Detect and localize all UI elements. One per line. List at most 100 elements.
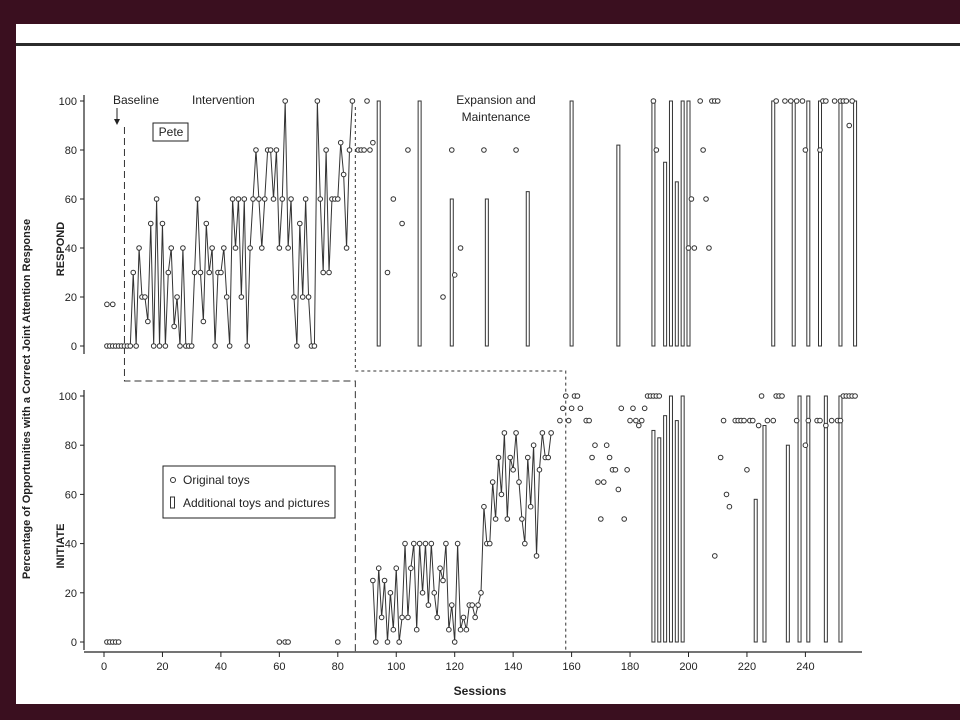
bar-respond: [686, 100, 691, 347]
data-point-initiate: [606, 454, 613, 461]
data-point-initiate: [723, 491, 730, 498]
bar-respond: [668, 100, 673, 347]
data-point-initiate: [495, 454, 502, 461]
data-point-respond: [177, 343, 183, 349]
data-point-initiate: [513, 430, 519, 436]
data-point-initiate: [524, 454, 531, 461]
multiple-baseline-chart: 0 20 40 60 80 100 0 20 40 60 80 100 0 20 40 60 80 100 120 1…: [21, 93, 862, 698]
data-point-respond: [203, 220, 210, 227]
y-axis-title: Percentage of Opportunities with a Corre…: [21, 219, 33, 579]
data-point-respond: [197, 269, 204, 276]
bar-respond: [525, 191, 530, 347]
data-point-respond: [221, 245, 227, 251]
data-point-respond: [653, 147, 660, 153]
data-point-respond: [513, 147, 519, 153]
x-tick-label-160: 160: [562, 661, 580, 673]
slide: 0 20 40 60 80 100 0 20 40 60 80 100 0 20 40 60 80 100 120 1…: [16, 24, 960, 704]
data-point-initiate: [837, 417, 844, 424]
data-point-initiate: [372, 639, 379, 645]
data-point-respond: [232, 245, 239, 251]
data-point-respond: [174, 294, 180, 300]
data-point-initiate: [741, 417, 747, 424]
data-point-respond: [294, 343, 300, 349]
data-point-initiate: [457, 626, 464, 633]
bar-initiate: [680, 395, 685, 643]
data-point-respond: [259, 245, 265, 251]
data-point-initiate: [764, 417, 771, 424]
data-point-respond: [782, 98, 788, 104]
data-point-initiate: [749, 417, 756, 424]
data-point-respond: [168, 245, 175, 251]
data-point-respond: [145, 318, 151, 325]
data-point-initiate: [460, 614, 467, 621]
data-point-respond: [799, 98, 806, 104]
data-point-respond: [191, 269, 198, 276]
data-point-initiate: [399, 614, 405, 621]
data-point-respond: [349, 98, 356, 104]
data-point-respond: [253, 147, 259, 153]
data-point-initiate: [828, 417, 835, 424]
legend-box: [162, 465, 336, 519]
data-point-initiate: [408, 565, 414, 572]
data-point-initiate: [419, 590, 426, 596]
data-point-initiate: [416, 540, 423, 547]
bar-respond: [484, 198, 489, 347]
data-point-initiate: [711, 553, 718, 559]
legend-marker-additional-toys: [170, 496, 175, 509]
data-point-initiate: [621, 516, 628, 522]
series-line-respond-0: [106, 100, 353, 347]
data-point-initiate: [536, 467, 543, 473]
data-point-initiate: [603, 442, 610, 449]
data-point-respond: [218, 269, 224, 276]
data-point-initiate: [440, 577, 446, 584]
data-point-initiate: [510, 467, 516, 473]
data-point-initiate: [396, 639, 402, 645]
data-point-initiate: [384, 639, 391, 645]
data-point-respond: [831, 98, 838, 104]
x-tick-label-80: 80: [332, 661, 344, 673]
header-rule: [16, 43, 960, 46]
baseline-label: Baseline: [113, 93, 159, 107]
bar-initiate: [797, 395, 802, 643]
data-point-respond: [104, 301, 110, 308]
bar-initiate: [785, 444, 790, 643]
data-point-initiate: [492, 516, 499, 522]
data-point-respond: [817, 147, 823, 153]
bar-initiate: [762, 425, 767, 643]
data-point-initiate: [636, 422, 642, 429]
data-point-initiate: [548, 430, 554, 436]
data-point-initiate: [615, 486, 622, 493]
data-point-respond: [188, 343, 195, 349]
data-point-respond: [688, 196, 695, 202]
data-point-initiate: [560, 405, 566, 412]
data-point-initiate: [638, 417, 645, 424]
bar-respond: [449, 198, 454, 347]
data-point-respond: [200, 318, 207, 325]
bar-respond: [806, 100, 811, 347]
data-point-respond: [346, 147, 353, 153]
data-point-initiate: [425, 602, 432, 608]
data-point-initiate: [387, 590, 394, 596]
data-point-respond: [370, 139, 376, 146]
data-point-respond: [297, 220, 303, 227]
data-point-respond: [703, 196, 709, 202]
data-point-respond: [302, 196, 309, 202]
data-point-initiate: [592, 442, 598, 449]
data-point-initiate: [390, 626, 397, 633]
data-point-respond: [130, 269, 137, 276]
data-point-respond: [361, 147, 367, 153]
legend-label-original-toys: Original toys: [183, 473, 250, 487]
data-point-respond: [276, 245, 283, 251]
data-point-initiate: [805, 417, 812, 424]
data-point-respond: [133, 343, 139, 349]
data-point-initiate: [115, 639, 122, 645]
y-tick-label-0-100: 100: [59, 96, 77, 108]
data-point-respond: [685, 245, 692, 251]
data-point-initiate: [285, 639, 291, 645]
data-point-respond: [323, 147, 329, 153]
data-point-respond: [291, 294, 297, 300]
y-tick-label-1-80: 80: [65, 440, 77, 452]
data-point-initiate: [726, 503, 733, 510]
y-tick-label-0-0: 0: [71, 341, 77, 353]
data-point-initiate: [589, 454, 595, 461]
